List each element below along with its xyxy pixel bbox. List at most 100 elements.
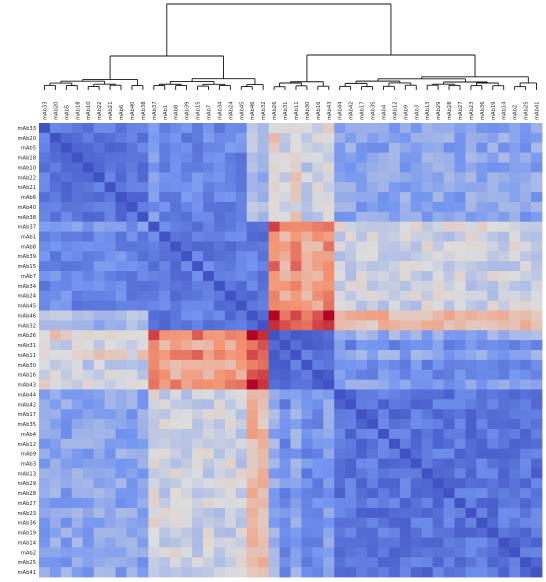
heatmap-cell bbox=[421, 458, 434, 469]
heatmap-cell bbox=[148, 557, 160, 568]
column-label: mAb10 bbox=[86, 102, 92, 121]
heatmap-cell bbox=[224, 498, 237, 509]
heatmap-cell bbox=[170, 340, 182, 351]
heatmap-cell bbox=[432, 369, 444, 381]
heatmap-cell bbox=[148, 221, 160, 232]
heatmap-cell bbox=[159, 182, 171, 193]
heatmap-cell bbox=[60, 290, 73, 302]
heatmap-cell bbox=[410, 359, 423, 371]
heatmap-cell bbox=[148, 271, 160, 282]
heatmap-cell bbox=[323, 547, 335, 558]
heatmap-cell bbox=[520, 389, 532, 400]
heatmap-cell bbox=[137, 507, 149, 519]
heatmap-cell bbox=[421, 340, 434, 351]
heatmap-cell bbox=[367, 320, 379, 331]
heatmap-cell bbox=[257, 330, 270, 341]
heatmap-cell bbox=[388, 428, 401, 440]
heatmap-cell bbox=[82, 290, 95, 302]
heatmap-cell bbox=[301, 359, 313, 371]
heatmap-cell bbox=[203, 241, 215, 252]
heatmap-cell bbox=[421, 172, 434, 183]
heatmap-cell bbox=[39, 438, 51, 450]
heatmap-cell bbox=[465, 162, 477, 173]
heatmap-cell bbox=[246, 399, 259, 410]
heatmap-cell bbox=[432, 201, 444, 213]
heatmap-cell bbox=[115, 458, 127, 469]
heatmap-cell bbox=[520, 132, 532, 144]
heatmap-cell bbox=[126, 340, 138, 351]
heatmap-cell bbox=[203, 537, 215, 548]
row-label: mAb1 bbox=[21, 235, 36, 241]
heatmap-cell bbox=[443, 290, 455, 302]
heatmap-cell bbox=[323, 498, 335, 509]
row-label: mAb43 bbox=[18, 383, 37, 389]
heatmap-cell bbox=[487, 182, 499, 193]
heatmap-cell bbox=[312, 132, 324, 144]
heatmap-cell bbox=[399, 527, 412, 538]
heatmap-cell bbox=[334, 547, 346, 558]
heatmap-cell bbox=[356, 300, 368, 311]
heatmap-cell bbox=[498, 350, 510, 361]
heatmap-cell bbox=[509, 271, 521, 282]
heatmap-cell bbox=[82, 251, 95, 262]
heatmap-cell bbox=[334, 201, 346, 213]
heatmap-cell bbox=[192, 320, 204, 331]
heatmap-cell bbox=[290, 458, 302, 469]
heatmap-cell bbox=[432, 231, 444, 242]
heatmap-cell bbox=[301, 409, 313, 420]
heatmap-cell bbox=[465, 409, 477, 420]
heatmap-cell bbox=[279, 379, 291, 390]
heatmap-cell bbox=[476, 320, 488, 331]
heatmap-cell bbox=[410, 152, 423, 163]
heatmap-cell bbox=[93, 379, 105, 390]
heatmap-cell bbox=[60, 498, 73, 509]
heatmap-cell bbox=[170, 507, 182, 519]
heatmap-cell bbox=[235, 310, 248, 321]
heatmap-cell bbox=[290, 182, 302, 193]
heatmap-cell bbox=[377, 458, 390, 469]
heatmap-cell bbox=[104, 123, 116, 134]
heatmap-cell bbox=[290, 330, 302, 341]
column-label: mAb25 bbox=[524, 102, 530, 121]
heatmap-cell bbox=[421, 320, 434, 331]
heatmap-cell bbox=[432, 340, 444, 351]
heatmap-cell bbox=[148, 241, 160, 252]
heatmap-cell bbox=[520, 419, 532, 430]
heatmap-cell bbox=[213, 231, 226, 242]
heatmap-cell bbox=[432, 221, 444, 232]
heatmap-cell bbox=[203, 142, 215, 154]
heatmap-cell bbox=[268, 271, 280, 282]
heatmap-cell bbox=[443, 438, 455, 450]
heatmap-cell bbox=[213, 507, 226, 519]
heatmap-cell bbox=[410, 537, 423, 548]
heatmap-cell bbox=[498, 409, 510, 420]
heatmap-cell bbox=[257, 359, 270, 371]
heatmap-cell bbox=[356, 350, 368, 361]
heatmap-cell bbox=[203, 123, 215, 134]
heatmap-cell bbox=[159, 241, 171, 252]
heatmap-cell bbox=[137, 517, 149, 529]
heatmap-cell bbox=[192, 379, 204, 390]
heatmap-cell bbox=[268, 419, 280, 430]
heatmap-cell bbox=[498, 280, 510, 292]
heatmap-cell bbox=[213, 123, 226, 134]
heatmap-cell bbox=[39, 231, 51, 242]
heatmap-cell bbox=[432, 507, 444, 519]
heatmap-cell bbox=[192, 537, 204, 548]
heatmap-cell bbox=[213, 359, 226, 371]
heatmap-cell bbox=[290, 123, 302, 134]
heatmap-cell bbox=[181, 201, 193, 213]
heatmap-cell bbox=[323, 409, 335, 420]
heatmap-cell bbox=[498, 132, 510, 144]
row-label: mAb27 bbox=[18, 501, 37, 507]
heatmap-cell bbox=[49, 132, 62, 144]
column-label: mAb28 bbox=[447, 102, 453, 121]
heatmap-cell bbox=[268, 310, 280, 321]
heatmap-cell bbox=[454, 428, 466, 440]
heatmap-cell bbox=[410, 211, 423, 223]
heatmap-cell bbox=[356, 221, 368, 232]
heatmap-cell bbox=[312, 172, 324, 183]
heatmap-cell bbox=[443, 557, 455, 568]
heatmap-cell bbox=[104, 142, 116, 154]
heatmap-cell bbox=[82, 438, 95, 450]
